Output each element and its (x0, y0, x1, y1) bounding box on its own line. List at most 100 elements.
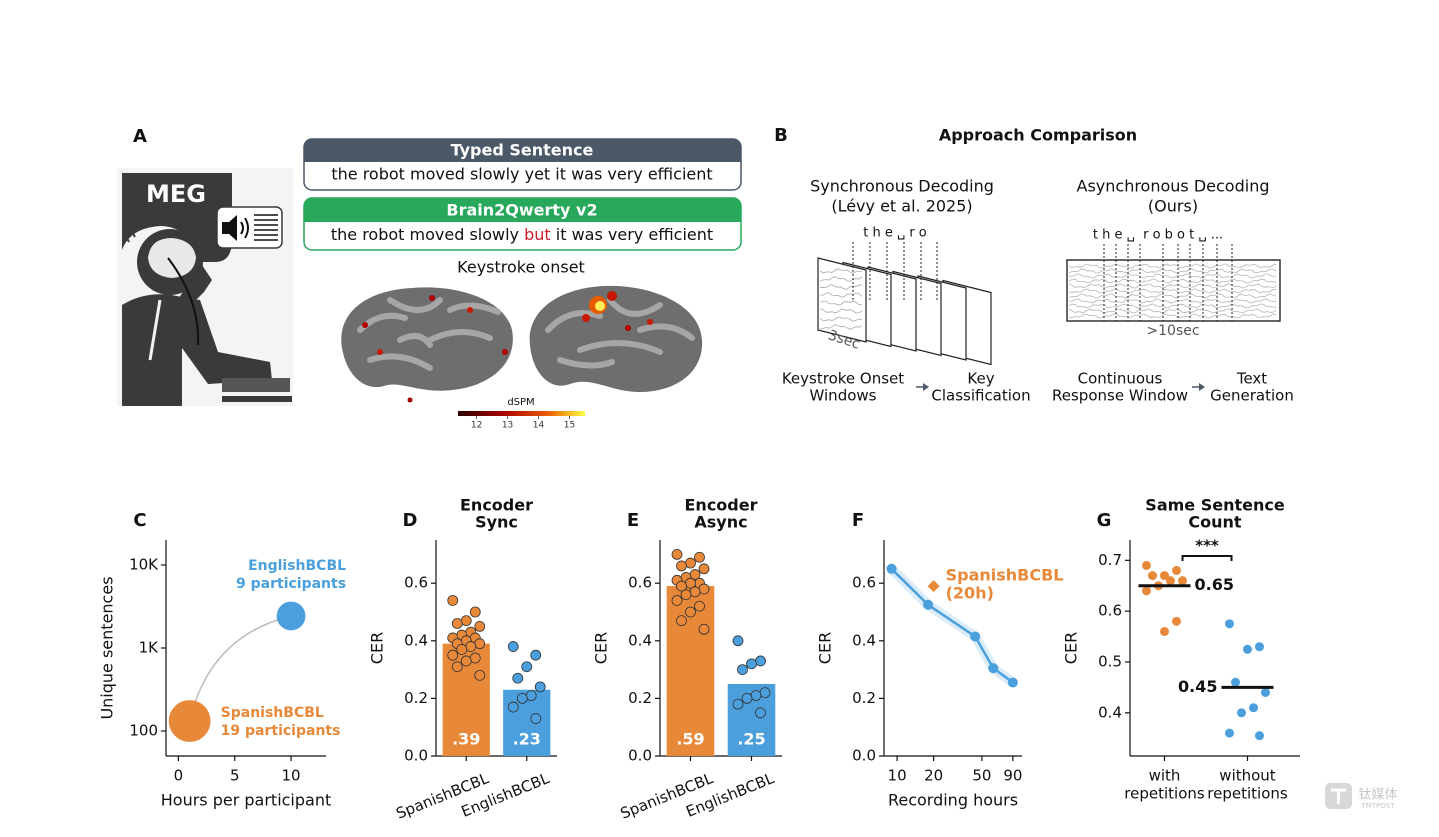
y-tick-label: 0.4 (852, 631, 876, 649)
y-tick-label: 0.2 (404, 689, 428, 707)
line-point (970, 631, 981, 642)
participant-dot (1178, 576, 1187, 586)
watermark-logo (1325, 783, 1352, 809)
colorbar-tick-label: 13 (502, 421, 513, 431)
participant-dot (1249, 703, 1258, 713)
colorbar-tick-label: 14 (533, 421, 545, 431)
typed-sentence-box (303, 138, 742, 191)
participant-dot (746, 658, 757, 670)
colorbar-tick-label: 15 (564, 421, 575, 431)
participant-dot (1243, 644, 1252, 654)
participant-dot (698, 623, 710, 635)
colorbar-label: dSPM (507, 397, 534, 408)
step-label: Key (967, 370, 994, 388)
x-tick-label: 0 (174, 767, 184, 785)
y-tick-label: 0.4 (1098, 703, 1122, 721)
brain-map (341, 285, 703, 403)
participant-dot (671, 595, 683, 606)
window-length: >10sec (1146, 323, 1199, 339)
participant-dot (456, 644, 468, 655)
y-tick-label: 0.6 (404, 574, 428, 592)
highlight-point (927, 580, 940, 593)
participant-dot (698, 583, 710, 595)
y-tick-label: 0.7 (1098, 551, 1122, 569)
watermark: TMTPOST (1360, 802, 1395, 810)
participant-dot (1255, 642, 1264, 652)
participant-dot (676, 580, 687, 592)
illustration-label: MEG (146, 180, 206, 208)
participant-dot (1142, 560, 1151, 570)
value-label: .39 (452, 730, 480, 749)
line-point (886, 563, 897, 574)
signal-trace (1068, 268, 1277, 274)
participant-dot (685, 557, 696, 569)
participant-dot (525, 690, 537, 701)
method-title: Asynchronous Decoding (1077, 177, 1270, 196)
participant-dot (732, 698, 744, 710)
x-tick-label: repetitions (1207, 785, 1288, 803)
signal-trace (1068, 283, 1277, 289)
signal-trace (819, 292, 863, 298)
panel-label: E (627, 510, 639, 531)
participant-dot (474, 669, 486, 681)
y-axis-label: CER (816, 632, 835, 664)
participant-dot (1166, 576, 1175, 586)
participant-dot (534, 681, 546, 693)
participant-dot (460, 615, 472, 627)
keystroke-letters: t h e ␣ r o b o t ␣ ... (1093, 228, 1223, 243)
y-tick-label: 0.0 (404, 747, 428, 765)
participant-dot (694, 551, 705, 563)
watermark: 钛媒体 (1358, 788, 1397, 803)
chart-title: Async (694, 513, 747, 532)
participant-dot (460, 655, 472, 667)
x-tick-label: repetitions (1124, 785, 1205, 803)
chart-title: Sync (475, 513, 518, 532)
series-participants: 9 participants (236, 576, 346, 592)
method-title: (Lévy et al. 2025) (831, 197, 972, 216)
participant-illustration (117, 168, 293, 406)
participant-dot (474, 638, 486, 650)
decoded-segment: the robot moved slowly (331, 225, 519, 244)
x-tick-label: 5 (230, 767, 240, 785)
participant-dot (694, 600, 705, 612)
participant-dot (474, 621, 486, 632)
signal-trace (819, 276, 863, 282)
panel-label: F (852, 510, 864, 531)
y-axis-label: CER (1062, 632, 1081, 664)
participant-dot (1225, 619, 1234, 629)
colorbar-tick-label: 12 (471, 421, 482, 431)
line-point (923, 599, 934, 610)
step-arrow (916, 383, 1205, 391)
y-tick-label: 0.6 (1098, 602, 1122, 620)
step-label: Keystroke Onset (782, 370, 904, 388)
participant-dot (1231, 677, 1240, 687)
participant-dot (1160, 571, 1169, 581)
step-label: Text (1236, 370, 1267, 388)
participant-dot (1225, 728, 1234, 738)
y-tick-label: 0.4 (404, 631, 428, 649)
signal-trace (1068, 273, 1277, 279)
participant-dot (732, 635, 744, 647)
step-label: Response Window (1052, 387, 1188, 405)
signal-trace (819, 316, 863, 322)
participant-dot (521, 661, 533, 673)
x-tick-label: 50 (972, 767, 991, 785)
signal-trace (1068, 263, 1277, 269)
step-label: Generation (1210, 387, 1294, 405)
participant-dot (465, 641, 477, 652)
series-participants: 19 participants (221, 723, 341, 739)
async-window (1066, 244, 1281, 322)
decoded-sentence-box (303, 197, 742, 251)
panel-label: D (403, 510, 418, 531)
signal-trace (819, 268, 863, 274)
y-axis-label: CER (592, 632, 611, 664)
chart-title: Count (1188, 513, 1242, 532)
method-title: (Ours) (1148, 197, 1198, 216)
participant-dot (507, 701, 519, 713)
y-tick-label: 0.0 (852, 747, 876, 765)
participant-dot (698, 563, 710, 575)
bubble (276, 601, 306, 631)
x-tick-label: 10 (888, 767, 907, 785)
panel-label: A (133, 126, 147, 147)
